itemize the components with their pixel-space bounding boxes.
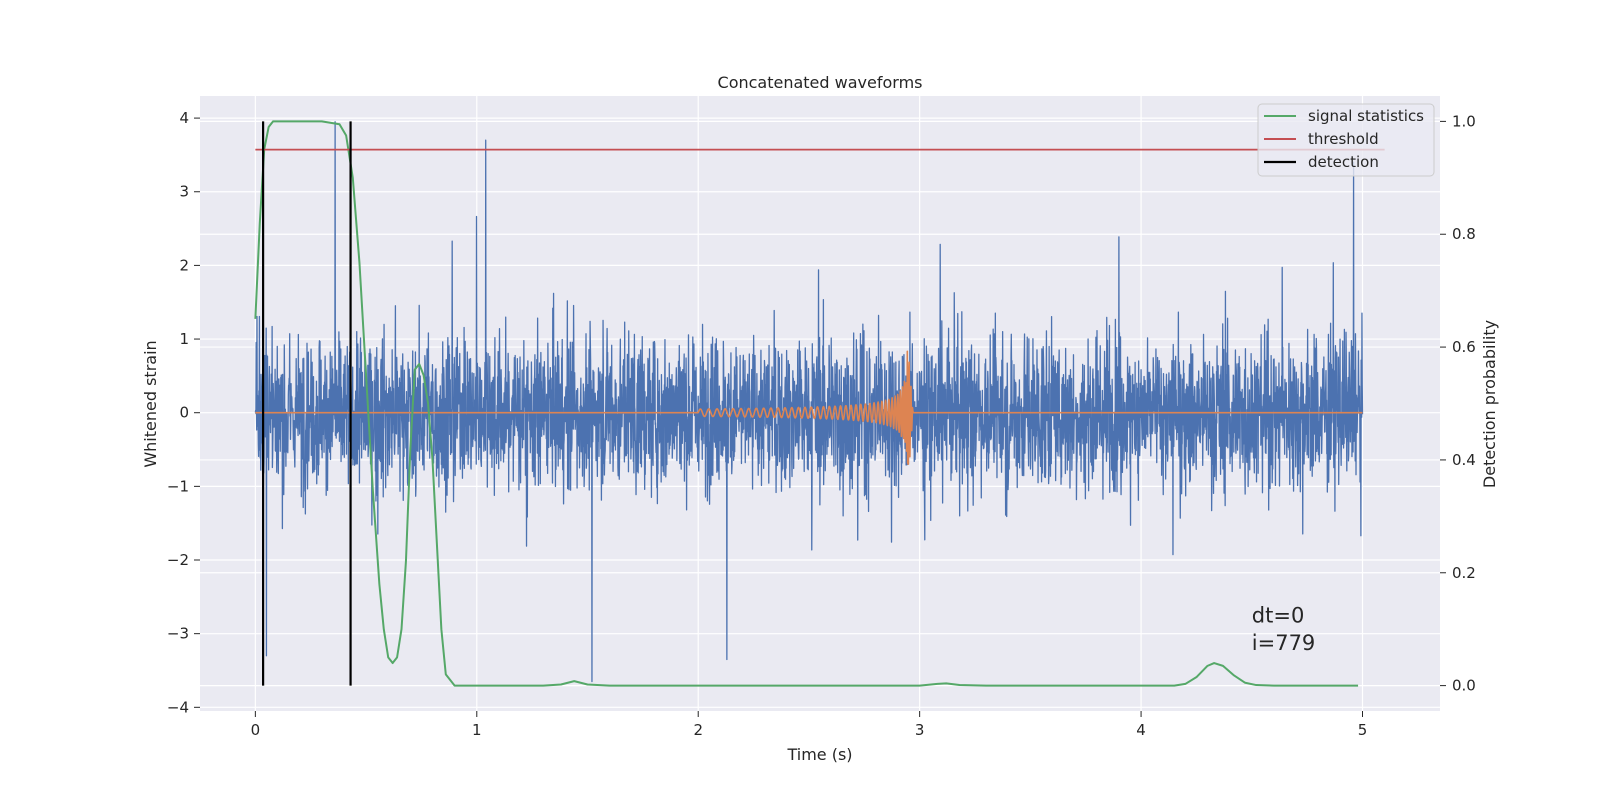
y-tick-label: −4 (167, 698, 189, 716)
annotation-text: i=779 (1252, 631, 1316, 655)
legend: signal statistics threshold detection (1257, 103, 1435, 177)
y2-tick-label: 1.0 (1452, 112, 1476, 130)
x-tick-label: 0 (251, 721, 261, 739)
series-strain-line (254, 121, 1364, 683)
legend-label-detection: detection (1308, 153, 1379, 171)
chart-title: Concatenated waveforms (718, 73, 923, 92)
x-axis-label: Time (s) (786, 745, 852, 764)
y2-tick-label: 0.4 (1452, 451, 1476, 469)
y-tick-label: −2 (167, 551, 189, 569)
y-tick-label: −3 (167, 625, 189, 643)
series-injected-waveform-line (254, 350, 1363, 465)
annotation-layer: dt=0 i=779 (1252, 604, 1316, 655)
y-axis-label: Whitened strain (141, 340, 160, 467)
legend-label-threshold: threshold (1308, 130, 1379, 148)
y2-tick-label: 0.6 (1452, 338, 1476, 356)
legend-box (1257, 103, 1435, 177)
y-tick-label: 4 (179, 109, 189, 127)
y-tick-label: 0 (179, 404, 189, 422)
y2-tick-label: 0.2 (1452, 564, 1476, 582)
legend-label-signal-statistics: signal statistics (1308, 107, 1424, 125)
x-tick-label: 3 (915, 721, 925, 739)
y-tick-label: 2 (179, 256, 189, 274)
x-tick-label: 4 (1136, 721, 1146, 739)
y-tick-label: −1 (167, 477, 189, 495)
y2-tick-label: 0.0 (1452, 677, 1476, 695)
y-tick-label: 1 (179, 330, 189, 348)
series-layer (254, 120, 1385, 687)
y2-tick-label: 0.8 (1452, 225, 1476, 243)
x-tick-label: 1 (472, 721, 482, 739)
y-tick-label: 3 (179, 183, 189, 201)
axes-layer: 0 1 2 3 4 5 −4 −3 −2 −1 0 1 2 3 4 0.0 0.2 0.4 0.6 0.8 1.0 (167, 109, 1476, 739)
annotation-text: dt=0 (1252, 604, 1305, 628)
y2-axis-label: Detection probability (1480, 320, 1499, 488)
x-tick-label: 5 (1358, 721, 1368, 739)
x-tick-label: 2 (693, 721, 703, 739)
